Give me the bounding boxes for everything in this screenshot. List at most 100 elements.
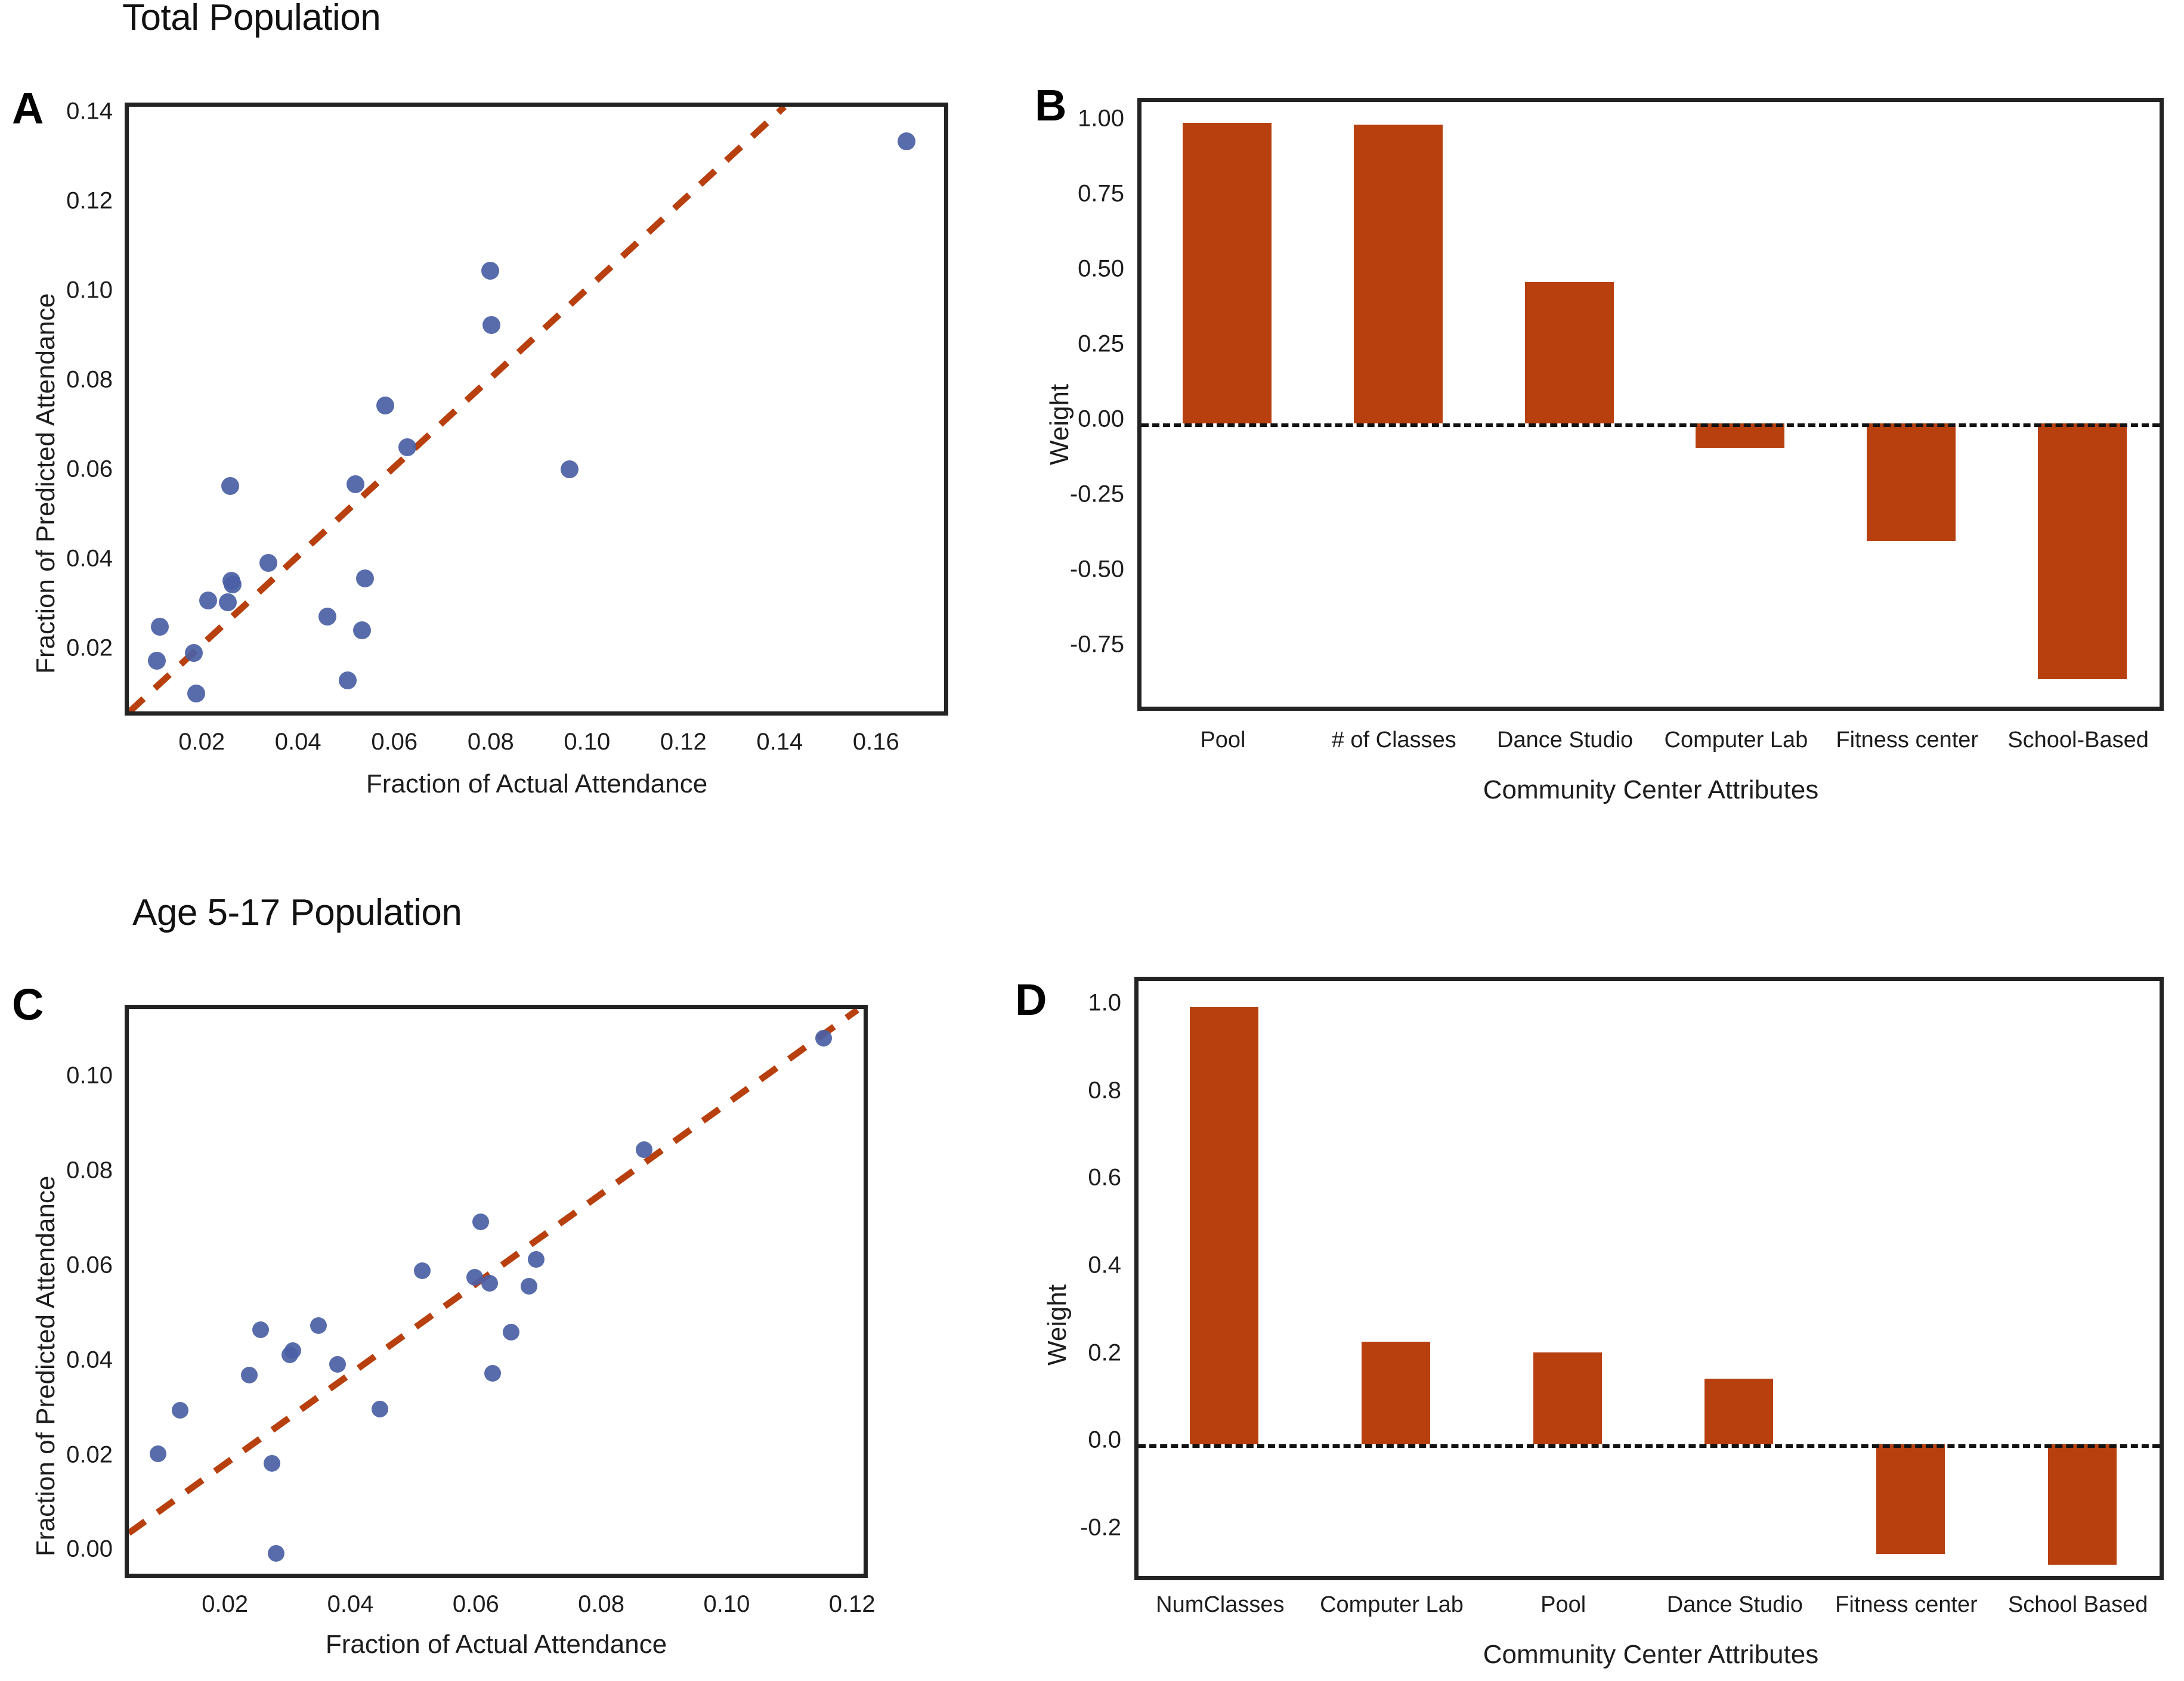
x-category-label: # of Classes bbox=[1331, 727, 1456, 753]
y-tick-label: 0.04 bbox=[66, 1346, 113, 1373]
y-tick-label: 1.00 bbox=[1078, 105, 1124, 132]
bar bbox=[1190, 1007, 1259, 1445]
scatter-point bbox=[815, 1030, 833, 1047]
panel-b-bar: 1.00 0.75 0.50 0.25 0.00 -0.25 -0.50 -0.75 Pool… bbox=[1014, 0, 2184, 835]
y-tick-label: 0.10 bbox=[66, 1062, 113, 1089]
bar bbox=[1182, 123, 1272, 424]
y-axis-label-b: Weight bbox=[1045, 383, 1074, 465]
x-tick-label: 0.04 bbox=[327, 1591, 374, 1617]
x-tick-label: 0.04 bbox=[274, 729, 321, 755]
scatter-point bbox=[147, 651, 166, 670]
y-tick-label: 0.02 bbox=[66, 1441, 113, 1468]
scatter-point bbox=[481, 262, 499, 280]
y-tick-label: 0.02 bbox=[66, 634, 113, 661]
x-category-label: Fitness center bbox=[1836, 727, 1979, 753]
x-category-label: Computer Lab bbox=[1664, 727, 1808, 753]
x-tick-label: 0.14 bbox=[756, 729, 803, 755]
x-tick-label: 0.12 bbox=[828, 1591, 876, 1617]
x-category-label: Fitness center bbox=[1835, 1592, 1978, 1617]
scatter-point bbox=[472, 1213, 489, 1231]
scatter-point bbox=[371, 1401, 388, 1418]
bar bbox=[1524, 282, 1614, 424]
bar bbox=[2038, 423, 2127, 679]
x-axis-label-b: Community Center Attributes bbox=[1483, 775, 1819, 804]
scatter-point bbox=[898, 132, 916, 150]
bar bbox=[1867, 423, 1956, 541]
bar bbox=[2047, 1444, 2117, 1565]
y-tick-label: 0.2 bbox=[1088, 1339, 1121, 1366]
x-tick-label: 0.10 bbox=[703, 1591, 750, 1617]
scatter-point bbox=[560, 460, 579, 478]
x-tick-label: 0.06 bbox=[452, 1591, 499, 1617]
bar bbox=[1876, 1444, 1945, 1554]
panel-a-scatter: 0.02 0.04 0.06 0.08 0.10 0.12 0.14 0.02 0.04 0.0… bbox=[0, 0, 1014, 835]
y-tick-label: 0.8 bbox=[1088, 1077, 1121, 1104]
y-tick-label: 0.10 bbox=[66, 277, 113, 304]
y-tick-label: 0.00 bbox=[66, 1536, 113, 1562]
scatter-point bbox=[185, 644, 203, 663]
plot-area-d bbox=[1134, 977, 2164, 1580]
y-tick-label: -0.25 bbox=[1069, 481, 1124, 507]
y-axis-label-a: Fraction of Predicted Attendance bbox=[31, 293, 60, 674]
x-axis-label-d: Community Center Attributes bbox=[1483, 1640, 1819, 1669]
plot-area-b bbox=[1137, 98, 2164, 711]
bar bbox=[1704, 1379, 1774, 1445]
scatter-point bbox=[398, 438, 416, 457]
y-tick-label: 0.75 bbox=[1078, 180, 1124, 207]
scatter-point bbox=[352, 621, 371, 639]
scatter-point bbox=[172, 1402, 189, 1419]
bar bbox=[1696, 423, 1785, 448]
scatter-point bbox=[224, 575, 242, 594]
panel-d-bar: 1.0 0.8 0.6 0.4 0.2 0.0 -0.2 NumClasses Compute… bbox=[1014, 865, 2184, 1681]
y-tick-label: -0.50 bbox=[1069, 556, 1124, 583]
x-tick-label: 0.02 bbox=[178, 729, 225, 755]
y-tick-label: 0.06 bbox=[66, 456, 113, 482]
scatter-point bbox=[259, 554, 278, 572]
y-tick-label: 0.04 bbox=[66, 545, 113, 572]
scatter-point bbox=[355, 569, 374, 587]
scatter-point bbox=[218, 593, 237, 611]
plot-area-a bbox=[125, 103, 948, 716]
scatter-point bbox=[528, 1251, 545, 1268]
scatter-point bbox=[150, 1445, 167, 1462]
scatter-point bbox=[199, 591, 218, 609]
scatter-point bbox=[310, 1317, 327, 1335]
scatter-point bbox=[346, 475, 364, 494]
scatter-point bbox=[466, 1269, 484, 1286]
plot-area-c bbox=[125, 1005, 868, 1578]
y-axis-label-c: Fraction of Predicted Attendance bbox=[31, 1175, 60, 1556]
y-tick-label: 0.06 bbox=[66, 1252, 113, 1278]
x-tick-label: 0.16 bbox=[852, 729, 899, 755]
x-category-label: School-Based bbox=[2007, 727, 2149, 753]
x-tick-label: 0.12 bbox=[660, 729, 707, 755]
section-title-age-population: Age 5-17 Population bbox=[132, 892, 462, 933]
x-tick-label: 0.06 bbox=[371, 729, 418, 755]
scatter-point bbox=[520, 1277, 537, 1295]
scatter-point bbox=[481, 1274, 498, 1292]
section-title-total-population: Total Population bbox=[122, 0, 381, 38]
scatter-point bbox=[151, 617, 169, 636]
panel-letter-a: A bbox=[12, 83, 44, 133]
scatter-point bbox=[268, 1545, 285, 1562]
y-tick-label: -0.2 bbox=[1080, 1514, 1121, 1541]
x-tick-label: 0.08 bbox=[578, 1591, 625, 1617]
scatter-point bbox=[339, 671, 357, 689]
bar bbox=[1533, 1352, 1602, 1445]
x-category-label: Dance Studio bbox=[1497, 727, 1634, 753]
y-tick-label: 0.4 bbox=[1088, 1252, 1121, 1278]
x-tick-label: 0.02 bbox=[202, 1591, 249, 1617]
scatter-point bbox=[318, 607, 336, 626]
y-tick-label: 1.0 bbox=[1088, 989, 1121, 1016]
x-tick-label: 0.10 bbox=[564, 729, 611, 755]
scatter-point bbox=[240, 1366, 258, 1383]
x-category-label: Dance Studio bbox=[1666, 1592, 1803, 1617]
scatter-point bbox=[482, 316, 501, 335]
scatter-point bbox=[252, 1321, 269, 1339]
bar bbox=[1353, 124, 1443, 424]
zero-reference-line-d bbox=[1139, 1444, 2160, 1448]
x-category-label: School Based bbox=[2007, 1592, 2148, 1617]
scatter-point bbox=[636, 1141, 653, 1158]
y-tick-label: 0.08 bbox=[66, 366, 113, 393]
panel-letter-c: C bbox=[12, 980, 44, 1029]
